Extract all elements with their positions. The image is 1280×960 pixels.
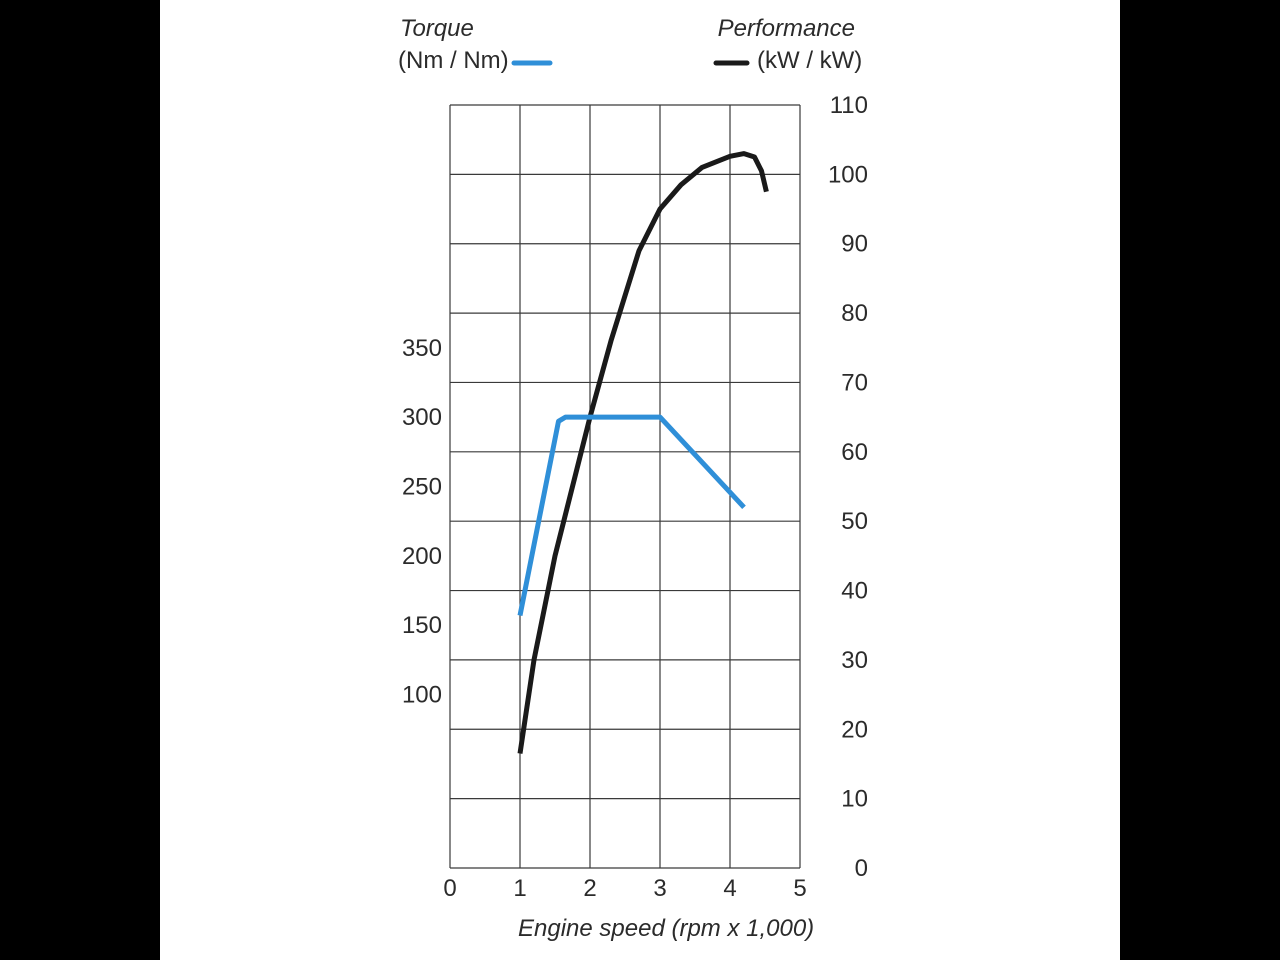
right-y-tick-label: 10 bbox=[841, 786, 868, 813]
right-y-tick-label: 50 bbox=[841, 508, 868, 535]
right-y-tick-label: 60 bbox=[841, 439, 868, 466]
performance-line bbox=[517, 151, 769, 754]
performance-legend-title: Performance bbox=[718, 15, 855, 42]
right-y-tick-label: 0 bbox=[855, 855, 868, 882]
left-y-tick-label: 150 bbox=[402, 612, 442, 639]
grid bbox=[449, 104, 801, 869]
x-axis-title: Engine speed (rpm x 1,000) bbox=[518, 915, 814, 942]
left-y-tick-label: 350 bbox=[402, 335, 442, 362]
torque-performance-chart: Torque (Nm / Nm) Performance (kW / kW) 0… bbox=[398, 15, 868, 942]
left-y-tick-label: 200 bbox=[402, 543, 442, 570]
torque-legend-title: Torque bbox=[400, 15, 474, 42]
tick-labels: 0 1 2 3 4 50102030405060708090100110100150200… bbox=[402, 92, 868, 902]
x-tick-label: 0 bbox=[443, 875, 456, 902]
left-y-tick-label: 300 bbox=[402, 404, 442, 431]
torque-legend-unit: (Nm / Nm) bbox=[398, 47, 509, 74]
right-y-tick-label: 100 bbox=[828, 161, 868, 188]
right-y-tick-label: 20 bbox=[841, 716, 868, 743]
chart-panel: Torque (Nm / Nm) Performance (kW / kW) 0… bbox=[160, 0, 1120, 960]
performance-legend-unit: (kW / kW) bbox=[757, 47, 862, 74]
left-y-tick-label: 100 bbox=[402, 682, 442, 709]
x-tick-label: 4 bbox=[723, 875, 736, 902]
right-y-tick-label: 90 bbox=[841, 231, 868, 258]
x-tick-label: 3 bbox=[653, 875, 666, 902]
x-tick-label: 2 bbox=[583, 875, 596, 902]
left-y-tick-label: 250 bbox=[402, 474, 442, 501]
torque-line bbox=[517, 414, 746, 616]
right-y-tick-label: 110 bbox=[830, 92, 868, 119]
right-y-tick-label: 40 bbox=[841, 578, 868, 605]
x-tick-label: 5 bbox=[793, 875, 806, 902]
right-y-tick-label: 70 bbox=[841, 369, 868, 396]
series-lines bbox=[517, 151, 769, 754]
x-tick-label: 1 bbox=[513, 875, 526, 902]
right-y-tick-label: 80 bbox=[841, 300, 868, 327]
right-y-tick-label: 30 bbox=[841, 647, 868, 674]
